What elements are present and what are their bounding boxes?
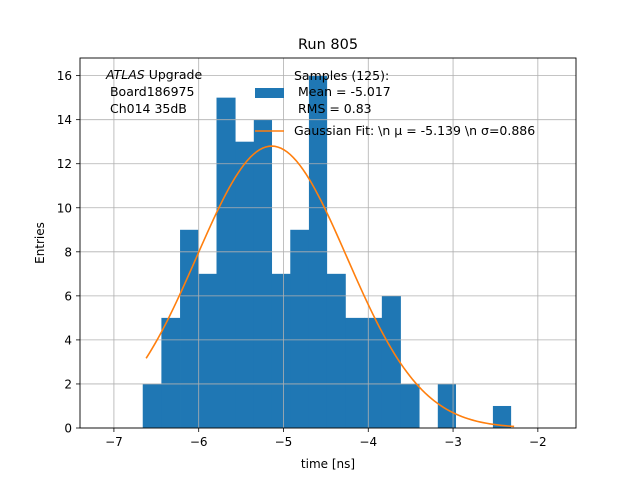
legend-histogram-label-line2: Mean = -5.017 — [294, 84, 391, 99]
x-tick-label: −5 — [275, 435, 293, 449]
histogram-bar — [364, 317, 383, 428]
histogram-bar — [253, 119, 273, 429]
x-axis-label: time [ns] — [301, 457, 355, 471]
annotation-upgrade: Upgrade — [145, 67, 203, 82]
histogram-bar — [290, 229, 310, 428]
y-tick-label: 8 — [64, 245, 72, 259]
y-tick-label: 10 — [57, 201, 72, 215]
grid-lines — [80, 58, 576, 429]
legend: Samples (125): Mean = -5.017 RMS = 0.83 … — [255, 68, 535, 138]
legend-histogram-swatch — [255, 88, 284, 98]
x-tick-label: −3 — [444, 435, 462, 449]
y-axis-ticks: 0 2 4 6 8 10 12 14 16 — [57, 69, 80, 436]
x-tick-label: −2 — [529, 435, 547, 449]
histogram-bar — [197, 273, 217, 428]
histogram-bar — [381, 295, 401, 428]
atlas-annotation: ATLAS Upgrade Board186975 Ch014 35dB — [105, 67, 202, 116]
x-tick-label: −6 — [190, 435, 208, 449]
histogram-bar — [400, 383, 420, 428]
annotation-channel: Ch014 35dB — [106, 101, 187, 116]
histogram-bar — [271, 273, 291, 428]
y-tick-label: 6 — [64, 289, 72, 303]
x-axis-ticks: −7 −6 −5 −4 −3 −2 — [105, 428, 547, 449]
histogram-bar — [142, 383, 162, 428]
y-tick-label: 4 — [64, 333, 72, 347]
histogram-bar — [180, 229, 199, 428]
gaussian-fit-curve — [145, 145, 515, 428]
histogram-bar — [216, 97, 236, 428]
y-tick-label: 14 — [57, 113, 72, 127]
annotation-atlas-italic: ATLAS — [105, 67, 145, 82]
histogram-bar — [161, 317, 181, 428]
chart-title: Run 805 — [298, 37, 358, 53]
histogram-bar — [492, 405, 512, 428]
y-tick-label: 2 — [64, 377, 72, 391]
y-axis-label: Entries — [33, 222, 47, 264]
histogram-bar — [326, 273, 346, 428]
legend-histogram-label-line1: Samples (125): — [294, 68, 389, 83]
x-tick-label: −7 — [105, 435, 123, 449]
y-tick-label: 0 — [64, 422, 72, 436]
legend-histogram-label-line3: RMS = 0.83 — [294, 101, 372, 116]
histogram-bar — [437, 383, 457, 428]
annotation-board: Board186975 — [106, 84, 194, 99]
svg-text:ATLAS Upgrade: ATLAS Upgrade — [105, 67, 202, 82]
x-tick-label: −4 — [359, 435, 377, 449]
histogram-bar — [345, 317, 365, 428]
legend-fit-label: Gaussian Fit: \n μ = -5.139 \n σ=0.886 — [294, 123, 535, 138]
y-tick-label: 12 — [57, 157, 72, 171]
plot-frame — [79, 57, 577, 429]
y-tick-label: 16 — [57, 69, 72, 83]
histogram-bar — [235, 141, 255, 428]
